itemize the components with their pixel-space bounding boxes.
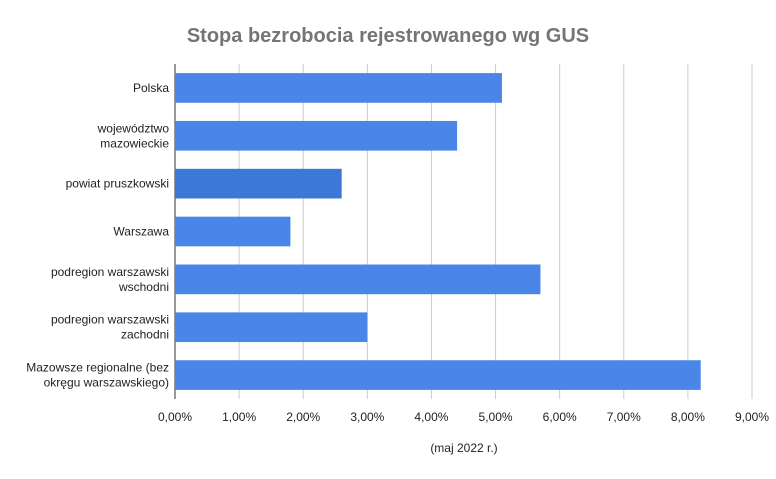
- category-label: podregion warszawski wschodni: [51, 265, 169, 294]
- bar: [175, 216, 291, 247]
- bar: [175, 120, 458, 151]
- x-tick-label: 8,00%: [671, 410, 705, 424]
- x-tick-label: 4,00%: [414, 410, 448, 424]
- category-label: Warszawa: [113, 225, 169, 239]
- x-tick-label: 6,00%: [543, 410, 577, 424]
- chart-title: Stopa bezrobocia rejestrowanego wg GUS: [187, 25, 589, 47]
- category-label: podregion warszawski zachodni: [51, 313, 169, 342]
- bars-layer: [175, 73, 701, 390]
- x-tick-label: 0,00%: [158, 410, 192, 424]
- x-tick-label: 1,00%: [222, 410, 256, 424]
- category-label: Mazowsze regionalne (bez okręgu warszawsk…: [26, 361, 169, 390]
- bar: [175, 360, 701, 390]
- x-tick-labels: 0,00% 1,00% 2,00% 3,00% 4,00% 5,00% 6,00% 7,00%…: [158, 410, 769, 424]
- category-label: Polska: [133, 81, 169, 95]
- x-axis-title: (maj 2022 r.): [430, 441, 497, 455]
- x-tick-label: 7,00%: [607, 410, 641, 424]
- bar: [175, 73, 502, 103]
- category-label: powiat pruszkowski: [66, 177, 169, 191]
- bar: [175, 168, 342, 199]
- x-tick-label: 5,00%: [479, 410, 513, 424]
- category-label: województwo mazowieckie: [97, 121, 170, 150]
- x-tick-label: 9,00%: [735, 410, 769, 424]
- x-tick-label: 3,00%: [350, 410, 384, 424]
- bar: [175, 312, 368, 343]
- grid-layer: [174, 64, 753, 399]
- x-tick-label: 2,00%: [286, 410, 320, 424]
- category-labels: Polska województwo mazowieckie powiat prusz…: [26, 81, 169, 390]
- bar: [175, 264, 541, 295]
